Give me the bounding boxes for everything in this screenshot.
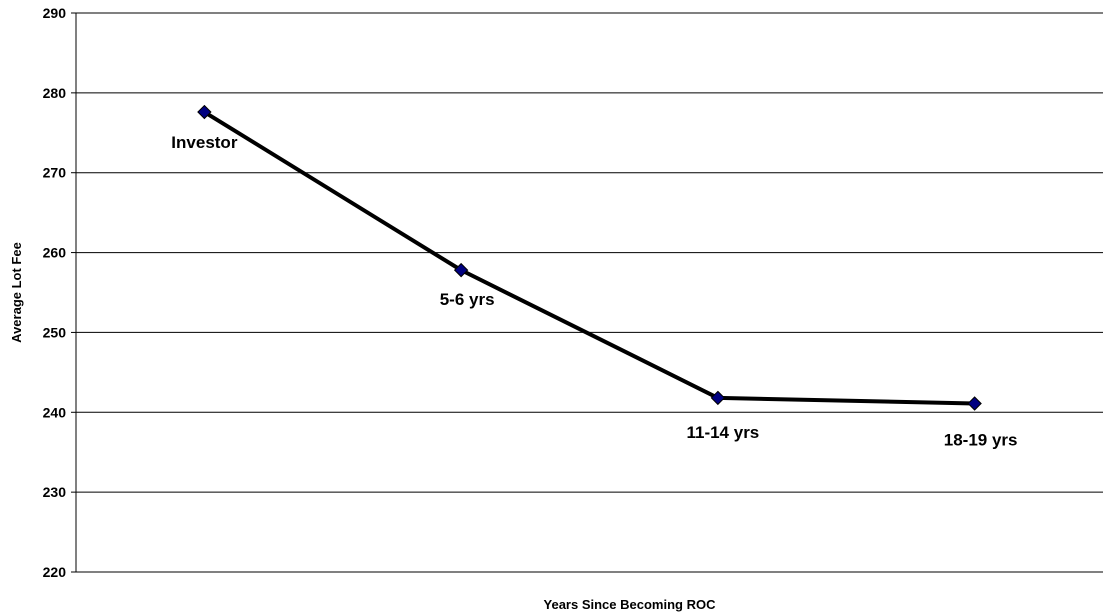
y-tick-label: 260 (43, 245, 67, 261)
y-tick-label: 270 (43, 165, 67, 181)
data-point-labels: Investor 5-6 yrs 11-14 yrs 18-19 yrs (171, 133, 1017, 449)
y-tick-label: 290 (43, 5, 67, 21)
gridlines (76, 12, 1103, 493)
data-point-label: 5-6 yrs (440, 290, 495, 309)
data-point-marker (967, 396, 982, 411)
y-tick-label: 230 (43, 484, 67, 500)
data-point-markers (197, 104, 982, 411)
data-point-marker (197, 104, 212, 120)
y-axis-ticks: 220 230 240 250 260 270 280 290 (43, 5, 76, 580)
y-tick-label: 240 (43, 404, 67, 420)
y-tick-label: 250 (43, 324, 67, 340)
data-point-marker (453, 262, 469, 278)
x-axis-title: Years Since Becoming ROC (544, 597, 717, 612)
y-tick-label: 220 (43, 564, 67, 580)
series-line (203, 110, 975, 406)
data-point-label: 18-19 yrs (944, 431, 1018, 450)
data-point-label: 11-14 yrs (686, 423, 759, 442)
data-point-marker (710, 390, 726, 406)
data-point-label: Investor (171, 133, 238, 152)
y-axis-title: Average Lot Fee (9, 242, 24, 343)
y-tick-label: 280 (43, 85, 67, 101)
